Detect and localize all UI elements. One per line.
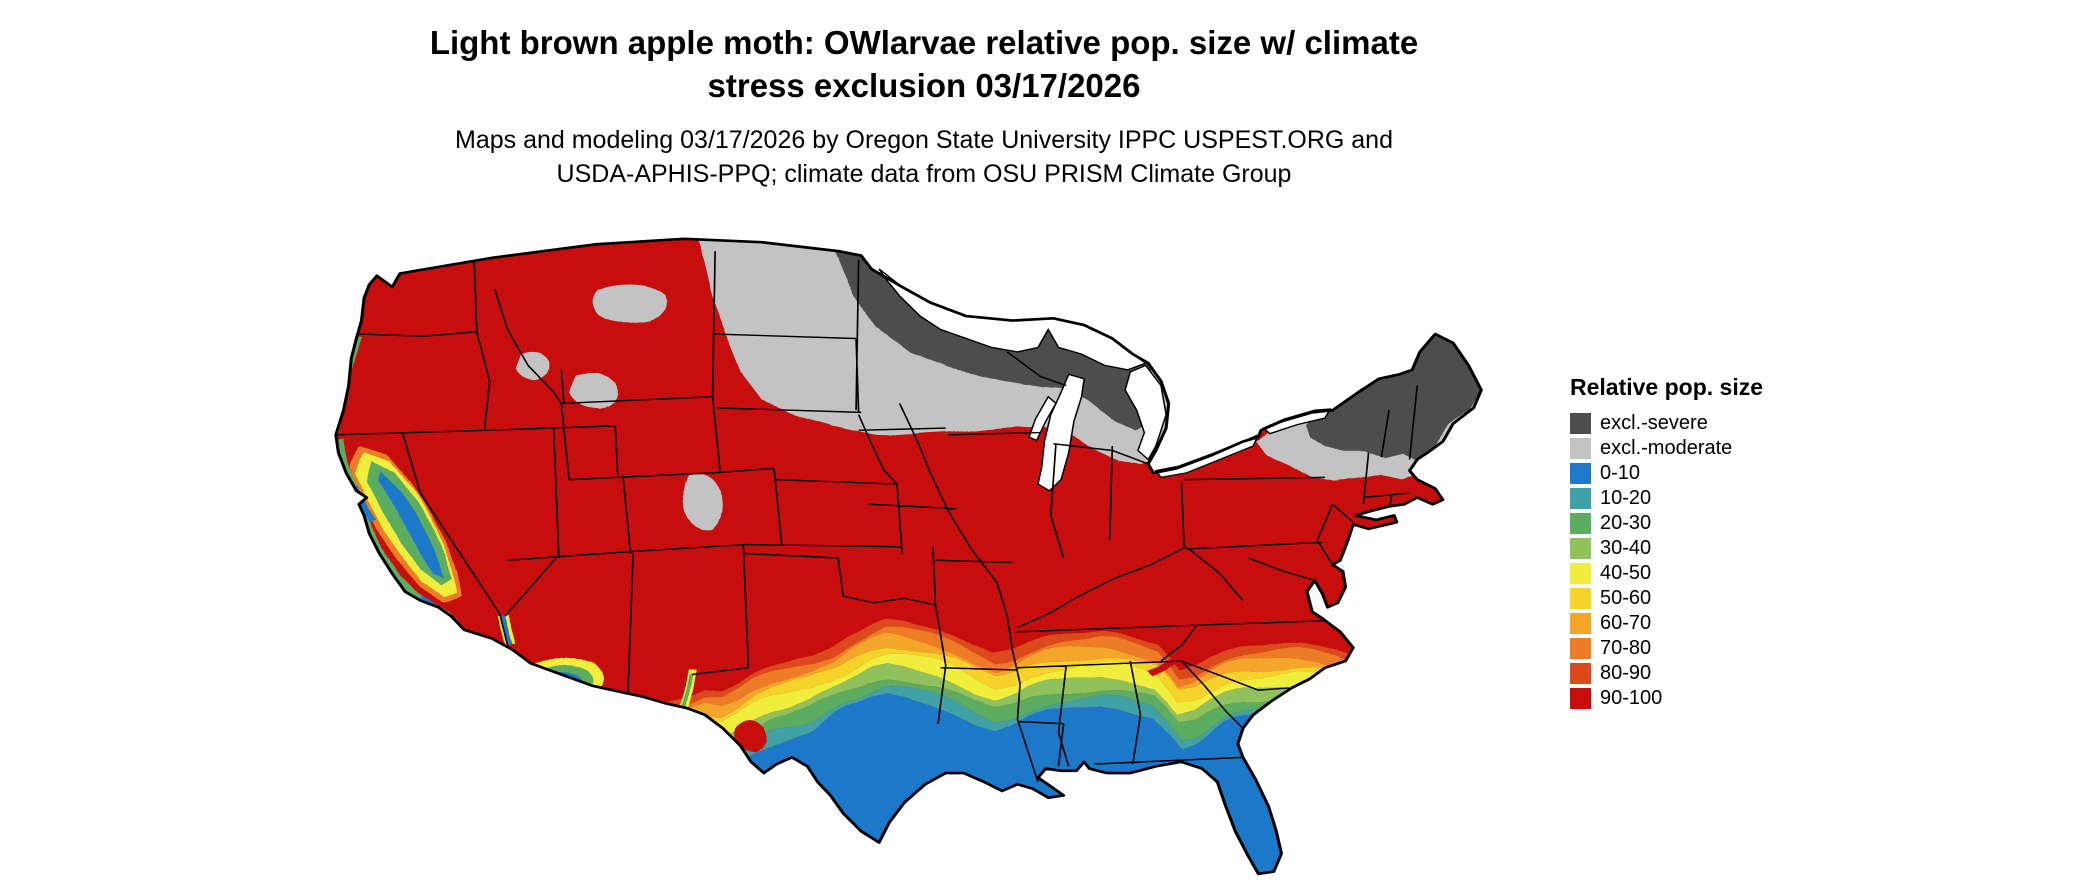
map-band-70-80: [607, 628, 1402, 729]
map-title-line1: Light brown apple moth: OWlarvae relativ…: [429, 24, 1419, 61]
legend-swatch: [1570, 638, 1591, 659]
legend-swatch: [1570, 538, 1591, 559]
legend-entry-label: 80-90: [1600, 662, 1652, 684]
legend-swatch: [1570, 588, 1591, 609]
legend-swatch: [1570, 663, 1591, 684]
map-subtitle: Maps and modeling 03/17/2026 by Oregon S…: [0, 124, 1848, 192]
lake-michigan: [1037, 373, 1085, 492]
legend-entry-label: 10-20: [1600, 487, 1652, 509]
excl-severe-northeast: [1307, 325, 1482, 460]
legend-entry: excl.-severe: [1570, 411, 1763, 436]
map-subtitle-line1: Maps and modeling 03/17/2026 by Oregon S…: [455, 125, 1393, 154]
legend-entry: 20-30: [1570, 511, 1763, 536]
legend-entry-label: 20-30: [1600, 512, 1652, 534]
legend-entry: 50-60: [1570, 586, 1763, 611]
legend-swatch: [1570, 438, 1591, 459]
legend-entry: 60-70: [1570, 611, 1763, 636]
legend-swatch: [1570, 613, 1591, 634]
us-outline: [334, 237, 1483, 876]
map-band-20-30: [607, 679, 1402, 777]
map-subtitle-line2: USDA-APHIS-PPQ; climate data from OSU PR…: [556, 159, 1292, 188]
legend-swatch: [1570, 513, 1591, 534]
rio-grande-valley-green: [681, 671, 692, 707]
green-bay: [1028, 395, 1057, 442]
legend-entry-label: 70-80: [1600, 637, 1652, 659]
lake-huron: [1124, 364, 1167, 461]
legend-swatch: [1570, 413, 1591, 434]
legend-entry: 10-20: [1570, 486, 1763, 511]
legend: Relative pop. size excl.-severe excl.-mod…: [1570, 374, 1763, 711]
legend-entry-label: excl.-severe: [1600, 412, 1708, 434]
lake-ontario: [1262, 408, 1332, 435]
map-band-50-60: [607, 647, 1402, 743]
legend-entry: 80-90: [1570, 661, 1763, 686]
legend-entry: 0-10: [1570, 461, 1763, 486]
excl-moderate-montana-patch: [592, 284, 667, 323]
header: Light brown apple moth: OWlarvae relativ…: [0, 22, 1848, 191]
legend-swatch: [1570, 463, 1591, 484]
legend-entry: 40-50: [1570, 561, 1763, 586]
state-borders: [335, 251, 1419, 783]
legend-title: Relative pop. size: [1570, 374, 1764, 400]
colorado-river-blue: [499, 613, 511, 644]
legend-swatch: [1570, 563, 1591, 584]
legend-entry-label: 50-60: [1600, 587, 1652, 609]
legend-swatch: [1570, 688, 1591, 709]
legend-entry-label: 40-50: [1600, 562, 1652, 584]
legend-entry-label: excl.-moderate: [1600, 437, 1733, 459]
legend-entry-label: 30-40: [1600, 537, 1652, 559]
legend-swatch: [1570, 488, 1591, 509]
legend-entry: excl.-moderate: [1570, 436, 1763, 461]
legend-entry-label: 90-100: [1600, 687, 1663, 709]
us-map: [334, 237, 1483, 876]
legend-entry: 90-100: [1570, 686, 1763, 711]
legend-entry-label: 60-70: [1600, 612, 1652, 634]
appalachian-red-ridge: [1148, 622, 1223, 678]
legend-entries: excl.-severe excl.-moderate 0-10 10-20 20-30…: [1570, 411, 1763, 711]
legend-entry: 70-80: [1570, 636, 1763, 661]
legend-entry-label: 0-10: [1600, 462, 1641, 484]
map-band-40-50: [607, 653, 1402, 759]
davis-mountains-red: [734, 723, 768, 753]
legend-entry: 30-40: [1570, 536, 1763, 561]
excl-moderate-colorado-patch: [684, 474, 722, 532]
ca-central-valley-blue: [379, 472, 444, 579]
map-title-line2: stress exclusion 03/17/2026: [707, 66, 1141, 104]
